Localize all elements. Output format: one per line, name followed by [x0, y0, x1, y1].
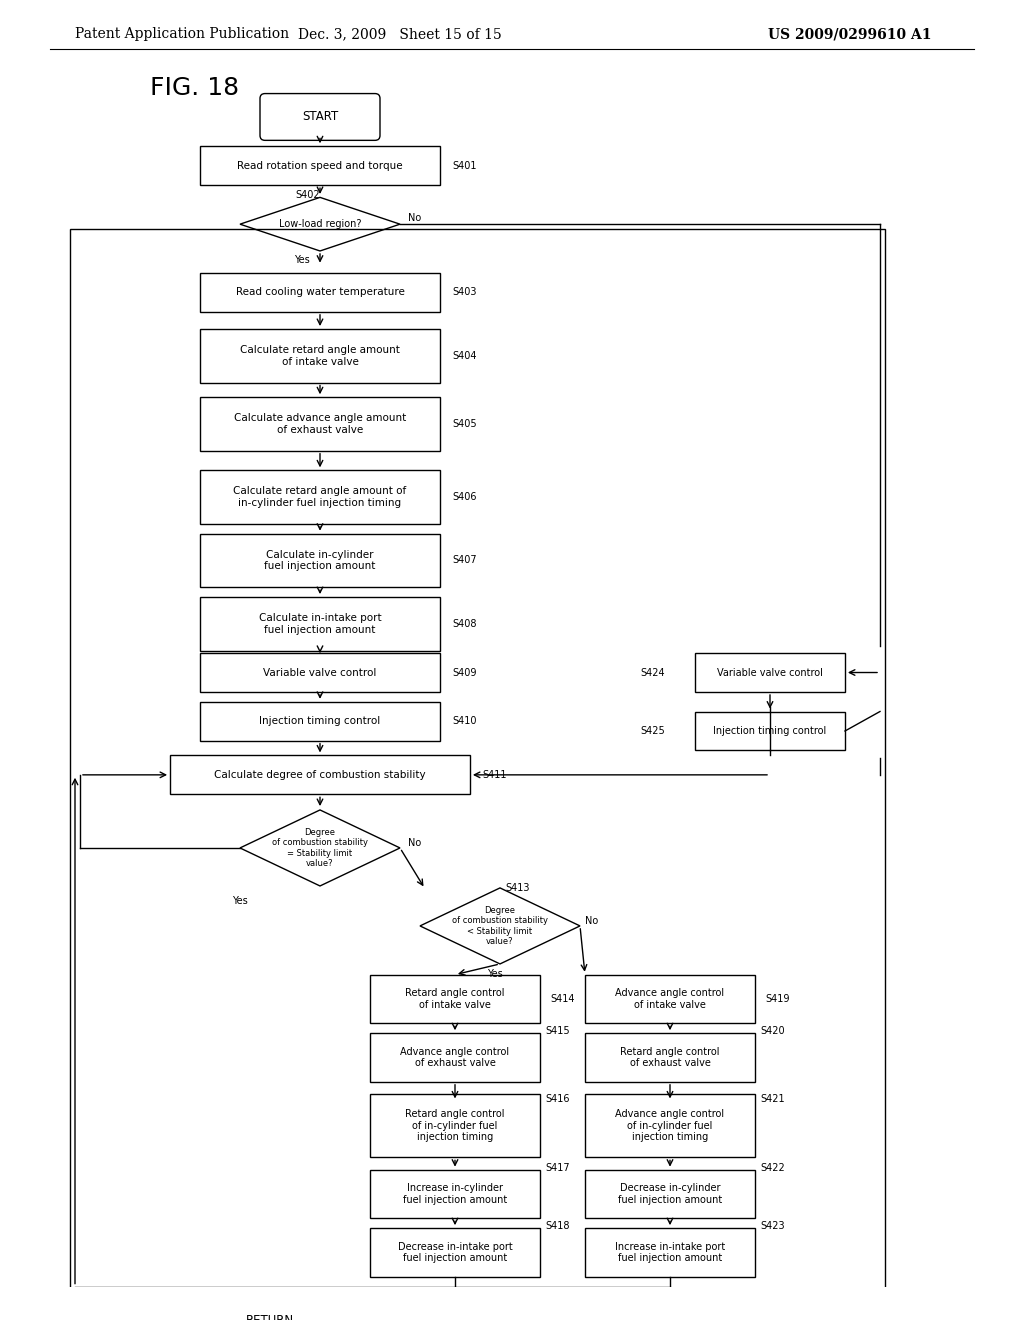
FancyBboxPatch shape	[200, 147, 440, 185]
FancyBboxPatch shape	[200, 397, 440, 450]
Text: RETURN: RETURN	[246, 1315, 294, 1320]
Text: S424: S424	[640, 668, 665, 677]
FancyBboxPatch shape	[200, 470, 440, 524]
Text: Yes: Yes	[294, 255, 310, 265]
FancyBboxPatch shape	[695, 711, 845, 751]
Text: Advance angle control
of in-cylinder fuel
injection timing: Advance angle control of in-cylinder fue…	[615, 1109, 725, 1142]
FancyBboxPatch shape	[370, 1094, 540, 1158]
Text: Read rotation speed and torque: Read rotation speed and torque	[238, 161, 402, 170]
Text: START: START	[302, 111, 338, 124]
FancyBboxPatch shape	[200, 702, 440, 741]
Text: No: No	[408, 214, 421, 223]
Text: Retard angle control
of in-cylinder fuel
injection timing: Retard angle control of in-cylinder fuel…	[406, 1109, 505, 1142]
FancyBboxPatch shape	[370, 1170, 540, 1218]
FancyBboxPatch shape	[260, 94, 380, 140]
Text: Increase in-cylinder
fuel injection amount: Increase in-cylinder fuel injection amou…	[402, 1183, 507, 1205]
Text: Advance angle control
of intake valve: Advance angle control of intake valve	[615, 989, 725, 1010]
FancyBboxPatch shape	[585, 1034, 755, 1082]
Text: S405: S405	[452, 418, 476, 429]
Polygon shape	[240, 198, 400, 251]
FancyBboxPatch shape	[210, 1299, 330, 1320]
Text: S407: S407	[452, 556, 476, 565]
Text: Calculate in-cylinder
fuel injection amount: Calculate in-cylinder fuel injection amo…	[264, 549, 376, 572]
Polygon shape	[240, 810, 400, 886]
FancyBboxPatch shape	[200, 329, 440, 383]
Text: Retard angle control
of intake valve: Retard angle control of intake valve	[406, 989, 505, 1010]
Text: Calculate advance angle amount
of exhaust valve: Calculate advance angle amount of exhaus…	[233, 413, 407, 434]
FancyBboxPatch shape	[370, 1034, 540, 1082]
Text: Calculate retard angle amount
of intake valve: Calculate retard angle amount of intake …	[240, 345, 400, 367]
Text: Calculate retard angle amount of
in-cylinder fuel injection timing: Calculate retard angle amount of in-cyli…	[233, 486, 407, 508]
Text: S413: S413	[505, 883, 529, 892]
Text: Degree
of combustion stability
< Stability limit
value?: Degree of combustion stability < Stabili…	[452, 906, 548, 946]
FancyBboxPatch shape	[585, 1094, 755, 1158]
Text: Yes: Yes	[487, 969, 503, 979]
Text: Decrease in-intake port
fuel injection amount: Decrease in-intake port fuel injection a…	[397, 1242, 512, 1263]
Polygon shape	[420, 888, 580, 964]
Text: Variable valve control: Variable valve control	[717, 668, 823, 677]
FancyBboxPatch shape	[200, 597, 440, 651]
Text: Calculate degree of combustion stability: Calculate degree of combustion stability	[214, 770, 426, 780]
FancyBboxPatch shape	[585, 974, 755, 1023]
Text: Advance angle control
of exhaust valve: Advance angle control of exhaust valve	[400, 1047, 510, 1068]
Text: Dec. 3, 2009   Sheet 15 of 15: Dec. 3, 2009 Sheet 15 of 15	[298, 28, 502, 41]
FancyBboxPatch shape	[695, 653, 845, 692]
FancyBboxPatch shape	[170, 755, 470, 795]
Text: S409: S409	[452, 668, 476, 677]
Text: Calculate in-intake port
fuel injection amount: Calculate in-intake port fuel injection …	[259, 612, 381, 635]
Text: S418: S418	[545, 1221, 569, 1232]
FancyBboxPatch shape	[585, 1228, 755, 1276]
Text: Injection timing control: Injection timing control	[714, 726, 826, 737]
Text: Retard angle control
of exhaust valve: Retard angle control of exhaust valve	[621, 1047, 720, 1068]
Text: Yes: Yes	[232, 896, 248, 906]
Text: S404: S404	[452, 351, 476, 360]
Text: S415: S415	[545, 1026, 569, 1036]
FancyBboxPatch shape	[200, 273, 440, 312]
Text: Read cooling water temperature: Read cooling water temperature	[236, 288, 404, 297]
Text: Injection timing control: Injection timing control	[259, 717, 381, 726]
Text: S406: S406	[452, 492, 476, 502]
FancyBboxPatch shape	[585, 1170, 755, 1218]
Text: S417: S417	[545, 1163, 569, 1172]
Text: S402: S402	[295, 190, 319, 199]
Text: Patent Application Publication: Patent Application Publication	[75, 28, 289, 41]
Text: S411: S411	[482, 770, 507, 780]
Text: S401: S401	[452, 161, 476, 170]
Text: S421: S421	[760, 1094, 784, 1105]
Text: S420: S420	[760, 1026, 784, 1036]
Text: Variable valve control: Variable valve control	[263, 668, 377, 677]
Text: Degree
of combustion stability
= Stability limit
value?: Degree of combustion stability = Stabili…	[272, 828, 368, 869]
Text: S410: S410	[452, 717, 476, 726]
Text: S419: S419	[765, 994, 790, 1005]
Text: S414: S414	[550, 994, 574, 1005]
Text: FIG. 18: FIG. 18	[150, 75, 240, 100]
Text: No: No	[408, 838, 421, 847]
Text: Decrease in-cylinder
fuel injection amount: Decrease in-cylinder fuel injection amou…	[617, 1183, 722, 1205]
Text: Low-load region?: Low-load region?	[279, 219, 361, 230]
Text: S425: S425	[640, 726, 665, 737]
Text: S416: S416	[545, 1094, 569, 1105]
Text: S408: S408	[452, 619, 476, 628]
Text: No: No	[585, 916, 598, 927]
Text: S422: S422	[760, 1163, 784, 1172]
FancyBboxPatch shape	[200, 653, 440, 692]
Text: S403: S403	[452, 288, 476, 297]
Text: Increase in-intake port
fuel injection amount: Increase in-intake port fuel injection a…	[614, 1242, 725, 1263]
Text: S423: S423	[760, 1221, 784, 1232]
FancyBboxPatch shape	[200, 533, 440, 587]
FancyBboxPatch shape	[370, 1228, 540, 1276]
FancyBboxPatch shape	[370, 974, 540, 1023]
Text: US 2009/0299610 A1: US 2009/0299610 A1	[768, 28, 932, 41]
